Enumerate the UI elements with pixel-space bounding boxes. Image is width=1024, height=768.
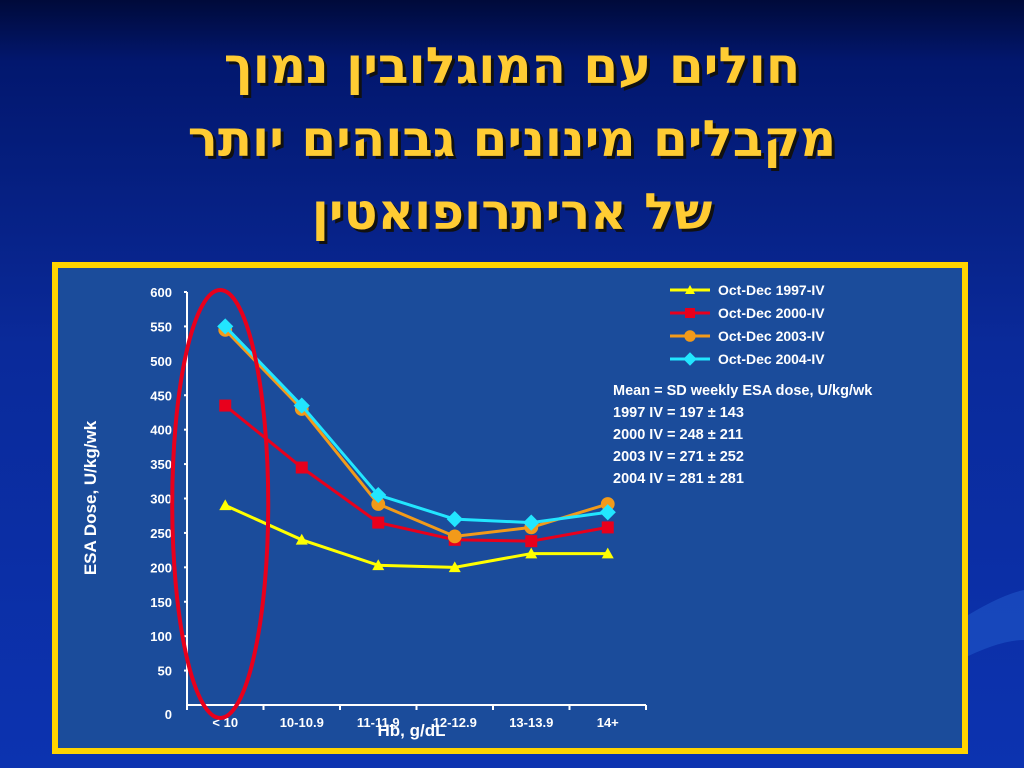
y-tick-label: 350 <box>150 457 172 472</box>
data-point <box>372 516 385 529</box>
data-point <box>371 497 386 511</box>
y-tick-label: 100 <box>150 629 172 644</box>
series-1 <box>219 499 614 573</box>
highlight-ellipse <box>170 288 271 720</box>
series-3 <box>218 322 615 544</box>
data-point <box>683 352 697 366</box>
title-line-1: חולים עם המוגלובין נמוך <box>223 37 801 95</box>
data-point <box>525 547 538 559</box>
y-tick-label: 50 <box>158 664 172 679</box>
y-axis: 0 50 100 150 200 250 300 350 400 450 500 550 600 <box>150 285 188 722</box>
y-tick-label: 0 <box>165 707 172 722</box>
y-axis-label: ESA Dose, U/kg/wk <box>81 420 100 575</box>
series-2 <box>219 399 614 548</box>
x-tick-label: 14+ <box>597 715 619 730</box>
data-point <box>295 533 308 545</box>
data-point <box>446 511 463 528</box>
series-lines <box>217 318 616 573</box>
y-tick-label: 600 <box>150 285 172 300</box>
y-tick-label: 200 <box>150 560 172 575</box>
legend-item: Oct-Dec 2000-IV <box>670 305 825 321</box>
data-point <box>600 497 615 511</box>
data-point <box>293 397 310 414</box>
y-tick-label: 550 <box>150 319 172 334</box>
data-point <box>295 461 308 474</box>
title-line-3: של אריתרופואטין <box>311 183 713 241</box>
legend-item: Oct-Dec 1997-IV <box>670 282 825 298</box>
dose-stats-annotation: Mean = SD weekly ESA dose, U/kg/wk 1997 … <box>613 380 872 490</box>
data-point <box>448 561 461 573</box>
y-tick-label: 150 <box>150 595 172 610</box>
data-point <box>685 285 695 294</box>
x-tick-label: 13-13.9 <box>509 715 553 730</box>
series-4 <box>217 318 616 531</box>
series-line <box>224 404 609 543</box>
data-point <box>525 535 538 548</box>
x-tick-label: 10-10.9 <box>280 715 324 730</box>
data-point <box>601 547 614 559</box>
legend: Oct-Dec 1997-IV Oct-Dec 2000-IV Oct-Dec 20… <box>670 282 825 367</box>
legend-item: Oct-Dec 2003-IV <box>670 328 825 344</box>
series-line <box>224 328 609 538</box>
stats-line-1: Mean = SD weekly ESA dose, U/kg/wk <box>613 383 873 399</box>
stats-line-2: 1997 IV = 197 ± 143 <box>613 405 744 421</box>
x-axis: < 10 10-10.9 11-11.9 12-12.9 13-13.9 14+ <box>186 704 647 730</box>
stats-line-4: 2003 IV = 271 ± 252 <box>613 449 744 465</box>
data-point <box>219 399 232 412</box>
y-tick-label: 400 <box>150 423 172 438</box>
y-tick-label: 250 <box>150 526 172 541</box>
y-tick-label: 450 <box>150 388 172 403</box>
x-tick-label: 12-12.9 <box>433 715 477 730</box>
data-point <box>219 499 232 511</box>
data-point <box>599 504 616 521</box>
data-point <box>447 529 462 544</box>
slide-title: חולים עם המוגלובין נמוך מקבלים מינונים ג… <box>0 30 1024 249</box>
data-point <box>523 514 540 531</box>
chart-frame: 0 50 100 150 200 250 300 350 400 450 500 550 600 < 1… <box>52 262 968 754</box>
data-point <box>372 559 385 571</box>
y-tick-label: 300 <box>150 492 172 507</box>
data-point <box>684 330 696 342</box>
stats-line-5: 2004 IV = 281 ± 281 <box>613 471 744 487</box>
x-axis-label: Hb, g/dL <box>378 721 446 740</box>
series-line <box>224 325 608 525</box>
data-point <box>601 521 614 534</box>
series-line <box>224 504 608 569</box>
data-point <box>685 308 695 318</box>
legend-label: Oct-Dec 2000-IV <box>718 305 825 321</box>
y-tick-label: 500 <box>150 354 172 369</box>
legend-label: Oct-Dec 2004-IV <box>718 351 825 367</box>
x-tick-label: 11-11.9 <box>357 715 400 730</box>
legend-label: Oct-Dec 2003-IV <box>718 328 825 344</box>
stats-line-3: 2000 IV = 248 ± 211 <box>613 427 744 443</box>
legend-item: Oct-Dec 2004-IV <box>670 351 825 367</box>
legend-label: Oct-Dec 1997-IV <box>718 282 825 298</box>
title-line-2: מקבלים מינונים גבוהים יותר <box>187 110 837 168</box>
